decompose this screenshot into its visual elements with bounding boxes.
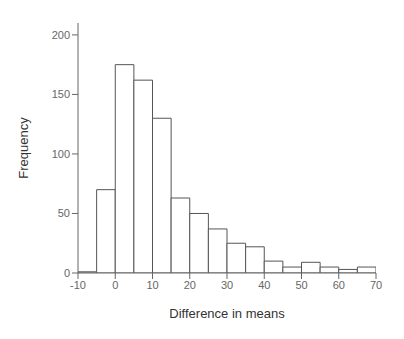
svg-text:Frequency: Frequency bbox=[16, 117, 31, 179]
svg-text:50: 50 bbox=[295, 279, 307, 291]
svg-text:0: 0 bbox=[64, 267, 70, 279]
svg-text:200: 200 bbox=[52, 29, 70, 41]
svg-text:50: 50 bbox=[58, 207, 70, 219]
svg-text:150: 150 bbox=[52, 88, 70, 100]
svg-text:20: 20 bbox=[184, 279, 196, 291]
svg-text:Difference in means: Difference in means bbox=[169, 306, 285, 321]
svg-text:70: 70 bbox=[370, 279, 382, 291]
svg-text:40: 40 bbox=[258, 279, 270, 291]
svg-text:0: 0 bbox=[112, 279, 118, 291]
svg-text:100: 100 bbox=[52, 148, 70, 160]
svg-text:60: 60 bbox=[333, 279, 345, 291]
svg-text:-10: -10 bbox=[70, 279, 86, 291]
svg-text:30: 30 bbox=[221, 279, 233, 291]
svg-text:10: 10 bbox=[146, 279, 158, 291]
